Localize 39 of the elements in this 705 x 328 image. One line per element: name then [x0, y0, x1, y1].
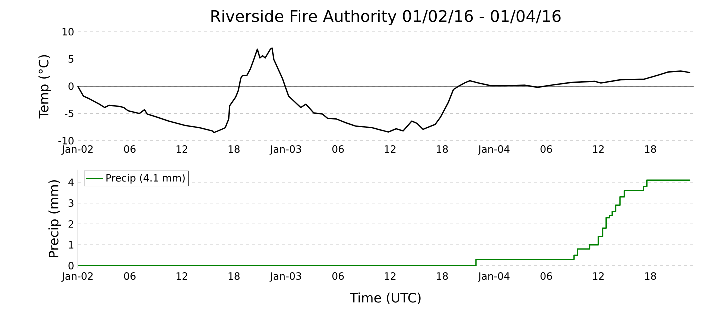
x-tick-label: 06: [540, 146, 552, 154]
x-tick-label: 18: [645, 272, 656, 280]
legend-label: Precip (4.1 mm): [106, 174, 185, 184]
y-tick-label: 0: [68, 82, 74, 90]
x-tick-label: 18: [228, 146, 240, 154]
x-tick-label: Jan-02: [62, 272, 93, 282]
y-tick-label: 3: [68, 200, 74, 208]
y-tick-label: 10: [62, 28, 74, 36]
x-tick-label: Jan-04: [478, 146, 510, 155]
y-axis-title: Precip (mm): [48, 180, 62, 258]
x-tick-label: 18: [645, 146, 656, 154]
y-tick-label: -10: [58, 137, 74, 145]
x-tick-label: 18: [437, 272, 448, 280]
x-tick-label: 12: [176, 272, 188, 280]
x-tick-label: 12: [385, 272, 396, 280]
x-tick-label: 12: [593, 146, 604, 153]
x-tick-label: 18: [228, 272, 240, 280]
y-axis-title: Temp (°C): [38, 55, 52, 119]
x-tick-label: Jan-04: [478, 272, 510, 282]
x-tick-label: 06: [332, 146, 344, 154]
chart-title: Riverside Fire Authority 01/02/16 - 01/04/16: [212, 10, 561, 26]
y-tick-label: 5: [68, 56, 74, 63]
y-tick-label: 0: [68, 262, 74, 270]
x-tick-label: 12: [593, 272, 604, 280]
y-tick-label: 1: [69, 241, 74, 249]
y-tick-label: -5: [64, 110, 74, 118]
x-tick-label: Jan-03: [270, 272, 302, 282]
x-tick-label: 12: [176, 146, 188, 153]
x-tick-label: Jan-02: [62, 146, 93, 155]
x-tick-label: 12: [385, 146, 396, 153]
x-tick-label: 06: [124, 146, 136, 154]
x-tick-label: 06: [124, 272, 136, 280]
y-tick-label: 2: [68, 220, 74, 228]
x-axis-title: Time (UTC): [350, 292, 421, 304]
x-tick-label: Jan-03: [270, 146, 302, 155]
y-tick-label: 4: [68, 178, 74, 186]
x-tick-label: 06: [540, 272, 552, 280]
x-tick-label: 18: [437, 146, 448, 154]
x-tick-label: 06: [332, 272, 344, 280]
